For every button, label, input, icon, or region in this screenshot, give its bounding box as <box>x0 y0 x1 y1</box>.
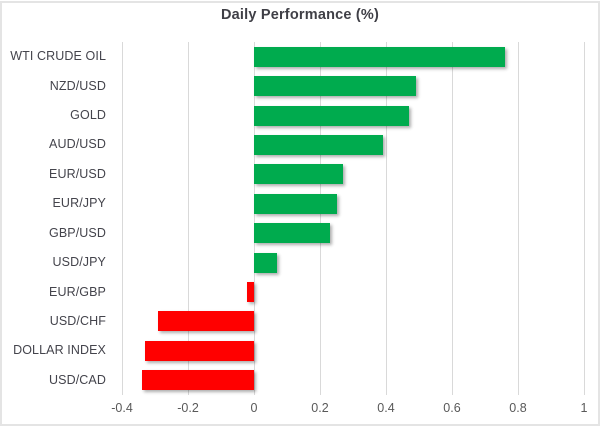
x-tick-label: 1 <box>580 401 588 415</box>
category-label: GBP/USD <box>49 225 106 240</box>
x-tick-label: -0.4 <box>111 401 133 415</box>
category-label: WTI CRUDE OIL <box>10 49 106 64</box>
x-axis: -0.4 -0.2 0 0.2 0.4 0.6 0.8 1 <box>0 401 600 419</box>
gridline <box>253 42 255 395</box>
category-axis: WTI CRUDE OIL NZD/USD GOLD AUD/USD EUR/USD EU… <box>0 42 106 395</box>
category-label: USD/JPY <box>52 255 106 270</box>
category-label: AUD/USD <box>49 137 106 152</box>
category-label: USD/CAD <box>49 372 106 387</box>
category-label: NZD/USD <box>49 78 106 93</box>
plot-area <box>121 42 585 395</box>
bar <box>254 134 383 155</box>
x-tick-label: 0.6 <box>443 401 461 415</box>
category-label: EUR/GBP <box>49 284 106 299</box>
category-label: EUR/USD <box>49 166 106 181</box>
x-tick-label: 0.8 <box>509 401 527 415</box>
bar <box>247 282 254 303</box>
x-tick-label: 0 <box>250 401 258 415</box>
gridline <box>451 42 453 395</box>
gridline <box>517 42 519 395</box>
bar <box>254 105 410 126</box>
gridline <box>319 42 321 395</box>
bar <box>254 46 505 67</box>
bar <box>254 76 416 97</box>
bar <box>254 164 344 185</box>
gridline <box>385 42 387 395</box>
x-tick-label: 0.4 <box>377 401 395 415</box>
bar <box>254 193 337 214</box>
gridline <box>583 42 585 395</box>
category-label: USD/CHF <box>49 313 106 328</box>
x-tick-label: -0.2 <box>177 401 199 415</box>
bar <box>158 311 254 332</box>
bar <box>141 370 254 391</box>
category-label: GOLD <box>70 108 106 123</box>
bar <box>145 340 254 361</box>
category-label: EUR/JPY <box>52 196 106 211</box>
gridline <box>187 42 189 395</box>
gridline <box>121 42 123 395</box>
chart-title: Daily Performance (%) <box>220 7 380 23</box>
x-tick-label: 0.2 <box>311 401 329 415</box>
bar <box>254 223 330 244</box>
bar <box>254 252 278 273</box>
category-label: DOLLAR INDEX <box>13 343 106 358</box>
